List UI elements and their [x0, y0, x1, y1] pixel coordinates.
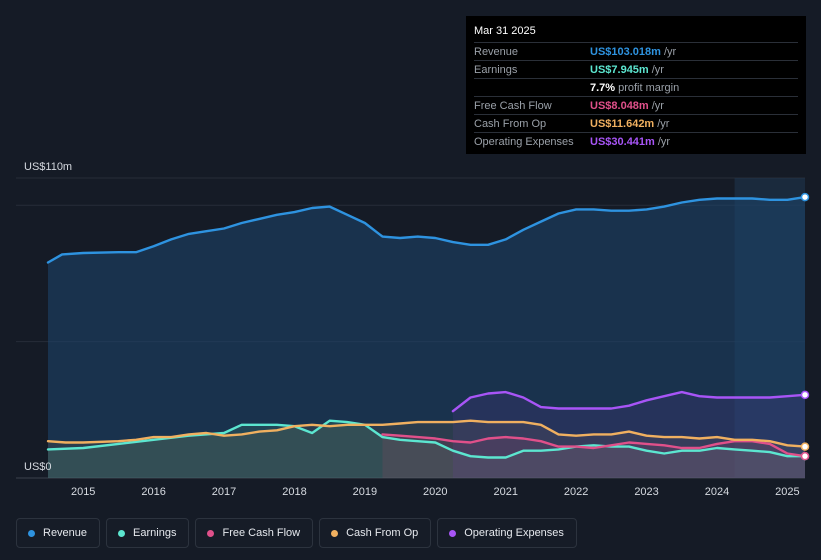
legend-item-operating-expenses[interactable]: Operating Expenses [437, 518, 577, 548]
legend-dot-icon [28, 529, 35, 537]
x-tick-label: 2019 [353, 486, 377, 498]
legend-item-cash-from-op[interactable]: Cash From Op [319, 518, 432, 548]
endpoint-cash-from-op [800, 442, 810, 451]
area-free-cash-flow [382, 434, 805, 478]
x-tick-label: 2020 [423, 486, 447, 498]
x-tick-label: 2015 [71, 486, 95, 498]
y-axis-top-label: US$110m [24, 161, 72, 173]
tooltip-row: Free Cash Flow US$8.048m/yr [474, 96, 798, 114]
tooltip-unit: /yr [657, 117, 670, 130]
x-tick-label: 2023 [634, 486, 658, 498]
x-tick-label: 2018 [282, 486, 306, 498]
tooltip-label: Cash From Op [474, 117, 547, 130]
legend-label: Operating Expenses [464, 527, 564, 539]
tooltip-unit: /yr [651, 99, 664, 112]
x-tick-label: 2025 [775, 486, 799, 498]
x-tick-label: 2016 [141, 486, 165, 498]
area-operating-expenses [452, 392, 805, 478]
x-axis-ticks: 2015 2016 2017 2018 2019 2020 2021 2022 2023 2024… [71, 486, 800, 498]
tooltip-label: Operating Expenses [474, 135, 574, 148]
x-tick-label: 2021 [493, 486, 517, 498]
tooltip-value: US$8.048m [590, 99, 649, 112]
x-tick-label: 2022 [564, 486, 588, 498]
tooltip-row: Revenue US$103.018m/yr [474, 42, 798, 60]
legend-label: Free Cash Flow [222, 527, 301, 539]
tooltip-unit: profit margin [618, 81, 680, 94]
x-tick-label: 2024 [705, 486, 729, 498]
legend: Revenue Earnings Free Cash Flow Cash From O… [16, 518, 577, 548]
legend-dot-icon [449, 529, 457, 537]
legend-label: Cash From Op [346, 527, 419, 539]
tooltip-unit: /yr [663, 45, 677, 58]
line-earnings [46, 419, 807, 459]
line-operating-expenses [451, 390, 807, 413]
tooltip-value: US$30.441m [590, 135, 655, 148]
endpoint-revenue [800, 192, 810, 202]
y-axis-bottom-label: US$0 [24, 461, 52, 473]
series-lines [46, 195, 807, 459]
tooltip-row: Earnings US$7.945m/yr [474, 60, 798, 78]
x-tick-label: 2017 [212, 486, 236, 498]
tooltip-row: Operating Expenses US$30.441m/yr [474, 132, 798, 150]
tooltip-unit: /yr [651, 63, 664, 76]
tooltip-panel: Mar 31 2025 Revenue US$103.018m/yr Earning… [466, 16, 806, 154]
legend-dot-icon [118, 529, 126, 537]
legend-dot-icon [207, 529, 215, 537]
tooltip-label: Earnings [474, 63, 518, 76]
tooltip-unit: /yr [657, 135, 671, 148]
legend-item-revenue[interactable]: Revenue [16, 518, 101, 548]
endpoint-free-cash-flow [800, 451, 810, 461]
tooltip-row: 7.7% profit margin [474, 78, 798, 96]
legend-label: Revenue [43, 527, 88, 539]
legend-dot-icon [331, 529, 339, 537]
tooltip-row: Cash From Op US$11.642m/yr [474, 114, 798, 132]
legend-label: Earnings [133, 527, 177, 539]
tooltip-value: 7.7% [590, 81, 616, 94]
line-free-cash-flow [381, 433, 807, 458]
legend-item-free-cash-flow[interactable]: Free Cash Flow [195, 518, 314, 548]
tooltip-value: US$103.018m [590, 45, 661, 58]
tooltip-rows: Revenue US$103.018m/yr Earnings US$7.945m/y… [474, 42, 798, 150]
tooltip-date: Mar 31 2025 [474, 25, 536, 37]
tooltip-label: Revenue [474, 45, 519, 58]
series-endpoints [800, 192, 810, 461]
endpoint-operating-expenses [800, 390, 810, 400]
tooltip-value: US$11.642m [590, 117, 655, 130]
line-revenue [46, 195, 807, 264]
tooltip-label: Free Cash Flow [474, 99, 552, 112]
series-areas [48, 197, 805, 478]
tooltip-value: US$7.945m [590, 63, 649, 76]
legend-item-earnings[interactable]: Earnings [106, 518, 190, 548]
line-cash-from-op [46, 419, 807, 448]
